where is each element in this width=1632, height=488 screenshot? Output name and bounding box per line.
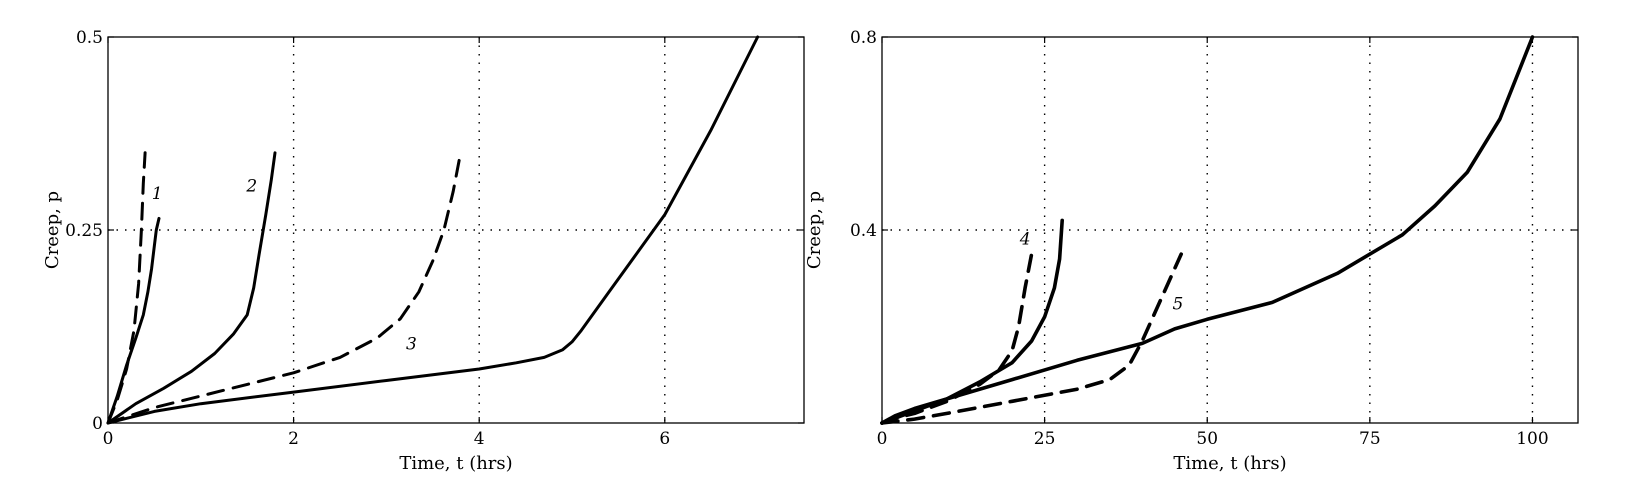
left-creep-chart: 0 2 4 6 0 0.25 0.5 Time, t (hrs) Creep, p 1 2 3	[42, 28, 805, 474]
curve-label-3: 3	[406, 335, 417, 355]
y-tick-label-1: 0.8	[850, 28, 877, 48]
y-tick-label-2: 0.5	[76, 28, 103, 48]
series-line-2	[106, 151, 277, 425]
x-tick-label-3: 75	[1359, 429, 1381, 449]
plot-frame	[107, 36, 805, 424]
x-axis-label: Time, t (hrs)	[399, 453, 512, 474]
series-line-4	[106, 35, 760, 425]
series-line-0	[106, 151, 147, 425]
y-tick-label-0: 0	[92, 414, 103, 434]
y-axis-label: Creep, p	[42, 191, 63, 269]
x-tick-label-4: 100	[1516, 429, 1548, 449]
y-axis-label: Creep, p	[804, 191, 825, 269]
curve-label-1: 1	[152, 184, 163, 204]
x-tick-label-2: 4	[474, 429, 485, 449]
curve-label-5: 5	[1173, 295, 1184, 315]
x-axis-label: Time, t (hrs)	[1173, 453, 1286, 474]
y-tick-label-0: 0.4	[850, 221, 877, 241]
series-line-3	[880, 35, 1535, 425]
y-tick-label-1: 0.25	[65, 221, 103, 241]
series-line-2	[880, 252, 1183, 425]
x-tick-label-1: 2	[288, 429, 299, 449]
curve-label-4: 4	[1019, 229, 1031, 249]
plot-frame	[881, 36, 1579, 424]
x-tick-label-1: 25	[1034, 429, 1056, 449]
x-tick-label-0: 0	[103, 429, 114, 449]
x-tick-label-2: 50	[1196, 429, 1218, 449]
x-tick-label-0: 0	[877, 429, 888, 449]
series-line-1	[880, 218, 1064, 425]
x-tick-label-3: 6	[659, 429, 670, 449]
right-creep-chart: 0 25 50 75 100 0.4 0.8 Time, t (hrs) Creep, p 4 5	[804, 28, 1579, 474]
curve-label-2: 2	[245, 176, 257, 196]
series-line-1	[106, 216, 161, 425]
